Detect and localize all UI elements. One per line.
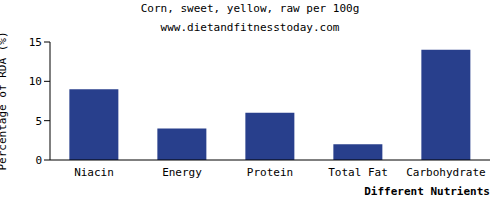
svg-text:0: 0 [35, 154, 42, 167]
svg-text:15: 15 [29, 36, 42, 49]
svg-text:5: 5 [35, 115, 42, 128]
svg-text:Energy: Energy [162, 166, 202, 179]
svg-text:Carbohydrate: Carbohydrate [406, 166, 485, 179]
svg-text:Percentage of RDA (%): Percentage of RDA (%) [8, 31, 9, 170]
svg-text:Total Fat: Total Fat [328, 166, 388, 179]
html-text:www.dietandfitnesstoday.com: www.dietandfitnesstoday.com [160, 21, 340, 34]
svg-text:10: 10 [29, 75, 42, 88]
svg-text:Protein: Protein [247, 166, 293, 179]
svg-text:Different Nutrients: Different Nutrients [364, 185, 490, 198]
svg-text:Niacin: Niacin [74, 166, 114, 179]
html-text:Corn, sweet, yellow, raw per 1: Corn, sweet, yellow, raw per 100g [140, 2, 360, 15]
